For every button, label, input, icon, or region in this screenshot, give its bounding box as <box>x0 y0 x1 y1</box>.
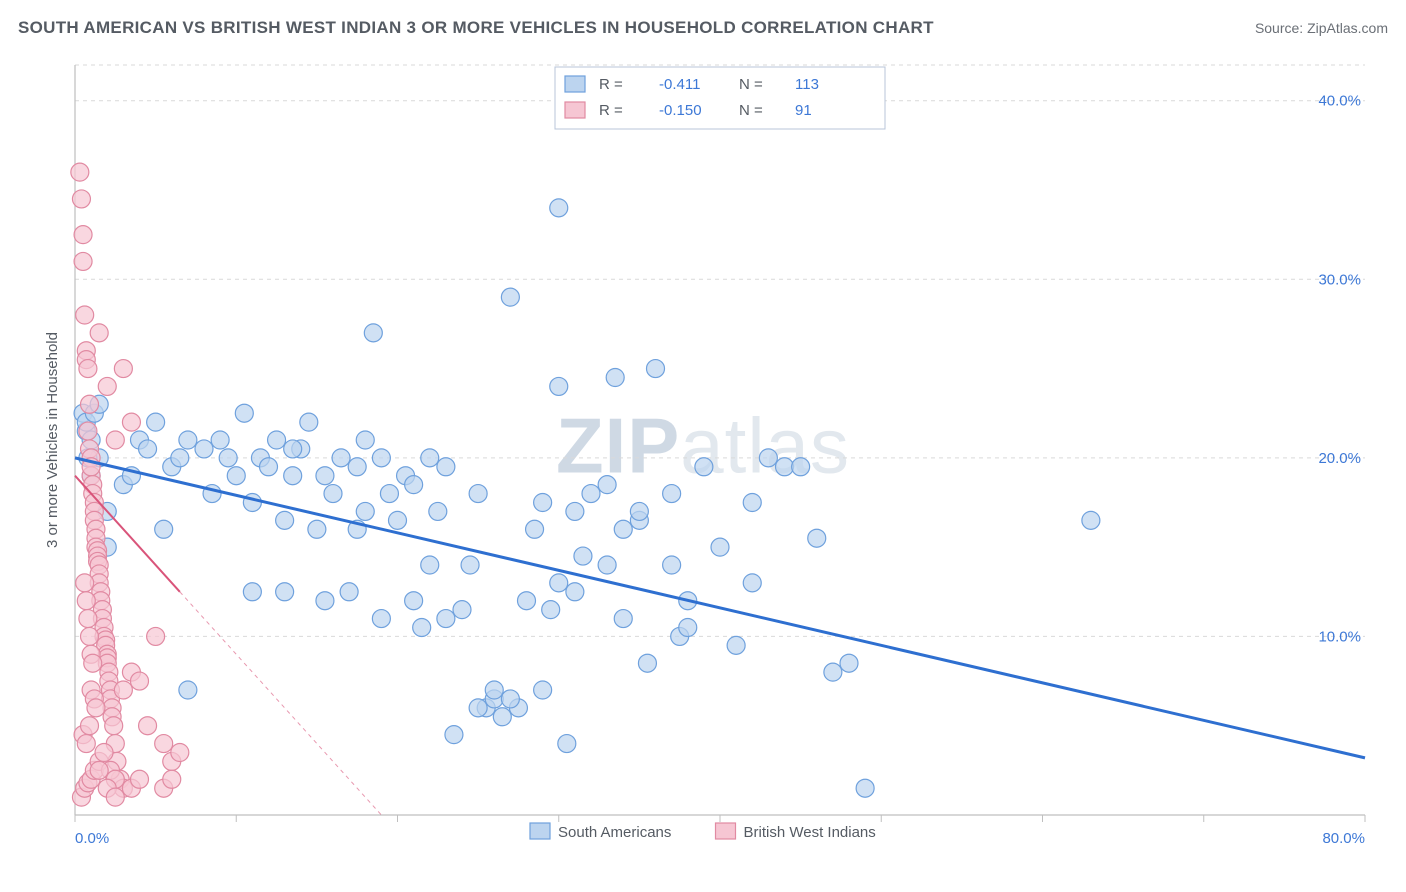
svg-text:R =: R = <box>599 76 623 93</box>
svg-text:British West Indians: British West Indians <box>744 824 876 841</box>
svg-text:0.0%: 0.0% <box>75 830 109 847</box>
svg-text:10.0%: 10.0% <box>1318 628 1361 645</box>
svg-text:R =: R = <box>599 102 623 119</box>
svg-text:91: 91 <box>795 102 812 119</box>
svg-text:South Americans: South Americans <box>558 824 671 841</box>
svg-text:N =: N = <box>739 102 763 119</box>
svg-text:113: 113 <box>795 76 819 93</box>
chart-title: SOUTH AMERICAN VS BRITISH WEST INDIAN 3 … <box>18 18 934 38</box>
svg-text:3 or more Vehicles in Househol: 3 or more Vehicles in Household <box>45 332 61 548</box>
svg-text:30.0%: 30.0% <box>1318 271 1361 288</box>
chart-source: Source: ZipAtlas.com <box>1255 20 1388 36</box>
series-south-americans <box>74 199 1100 797</box>
chart-header: SOUTH AMERICAN VS BRITISH WEST INDIAN 3 … <box>18 18 1388 38</box>
correlation-scatter-chart: 0.0% 80.0% 10.0% 20.0% 30.0% 40.0% 3 or more V… <box>45 55 1385 860</box>
svg-text:N =: N = <box>739 76 763 93</box>
svg-text:20.0%: 20.0% <box>1318 450 1361 467</box>
svg-text:80.0%: 80.0% <box>1322 830 1365 847</box>
svg-text:-0.150: -0.150 <box>659 102 702 119</box>
svg-text:40.0%: 40.0% <box>1318 93 1361 110</box>
svg-text:-0.411: -0.411 <box>659 76 700 93</box>
